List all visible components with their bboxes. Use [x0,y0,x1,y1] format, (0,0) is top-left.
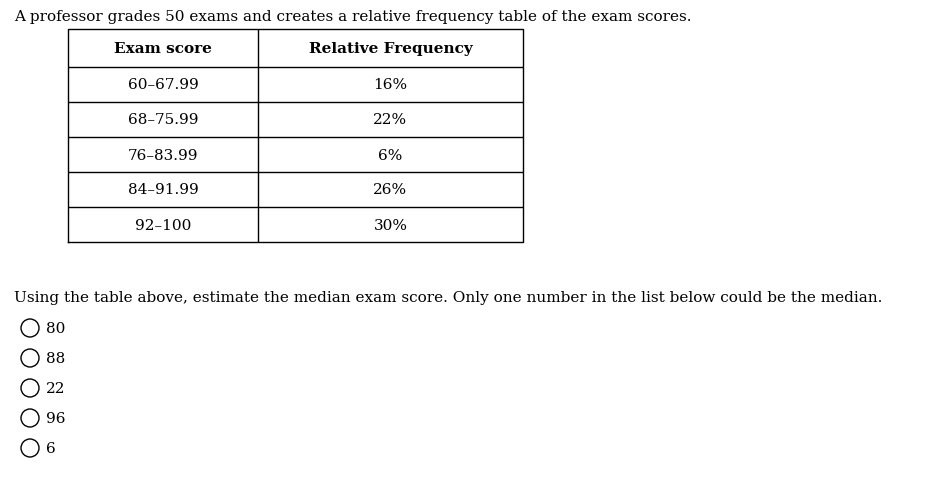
Text: 84–91.99: 84–91.99 [128,183,198,197]
Text: 30%: 30% [373,218,408,232]
Text: 6: 6 [46,441,55,455]
Text: Relative Frequency: Relative Frequency [308,42,473,56]
Text: 96: 96 [46,411,66,425]
Text: 88: 88 [46,351,65,365]
Text: 60–67.99: 60–67.99 [128,78,198,92]
Text: 68–75.99: 68–75.99 [128,113,198,127]
Text: Exam score: Exam score [114,42,212,56]
Text: 26%: 26% [373,183,408,197]
Text: 6%: 6% [378,148,402,162]
Text: 22%: 22% [373,113,408,127]
Text: A professor grades 50 exams and creates a relative frequency table of the exam s: A professor grades 50 exams and creates … [14,10,692,24]
Text: Using the table above, estimate the median exam score. Only one number in the li: Using the table above, estimate the medi… [14,291,883,305]
Text: 76–83.99: 76–83.99 [128,148,198,162]
Text: 22: 22 [46,381,66,395]
Text: 16%: 16% [373,78,408,92]
Text: 92–100: 92–100 [134,218,191,232]
Text: 80: 80 [46,321,66,335]
